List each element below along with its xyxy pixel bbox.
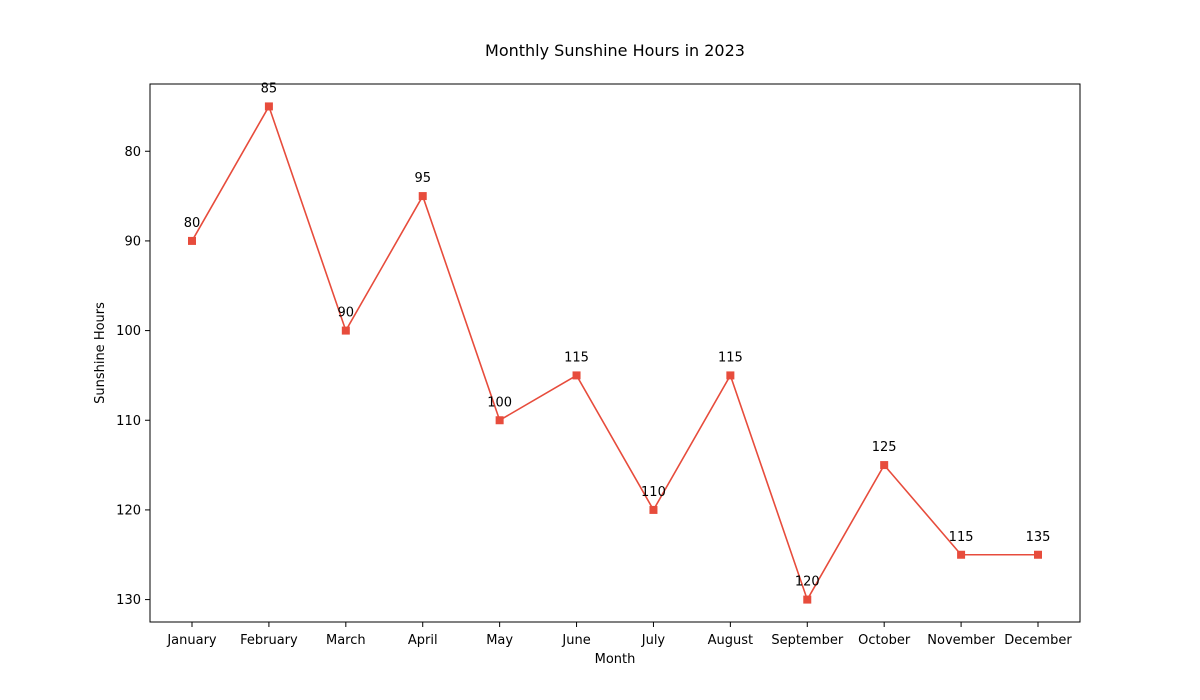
x-tick-label: October (858, 633, 911, 648)
data-label: 135 (1026, 530, 1051, 545)
data-label: 80 (184, 216, 201, 231)
data-label: 85 (261, 81, 278, 96)
data-labels: 80 85 90 95 100 115 110 115 120 125 115 135 (184, 81, 1051, 589)
data-point-marker (572, 371, 581, 380)
x-tick-label: February (240, 633, 298, 648)
data-point-marker (726, 371, 735, 380)
data-point-marker (649, 505, 658, 514)
data-label: 95 (414, 171, 431, 186)
data-point-marker (264, 102, 273, 111)
data-point-marker (341, 326, 350, 335)
data-label: 115 (564, 350, 589, 365)
data-point-marker (803, 595, 812, 604)
series-line (191, 104, 1038, 602)
data-point-marker (495, 416, 504, 425)
x-tick-label: November (927, 633, 995, 648)
data-label: 110 (641, 485, 666, 500)
data-point-marker (957, 550, 966, 559)
x-tick-label: May (486, 633, 513, 648)
data-label: 125 (872, 440, 897, 455)
data-label: 100 (487, 395, 512, 410)
y-axis-ticks: 80 90 100 110 120 130 (116, 145, 150, 608)
data-label: 120 (795, 575, 820, 590)
chart-title: Monthly Sunshine Hours in 2023 (485, 41, 745, 60)
x-tick-label: June (561, 633, 590, 648)
x-tick-label: July (641, 633, 666, 648)
x-tick-label: April (408, 633, 438, 648)
data-point-marker (188, 236, 196, 245)
data-point-marker (418, 192, 427, 201)
data-label: 90 (338, 306, 355, 321)
data-label: 115 (949, 530, 974, 545)
data-label: 115 (718, 350, 743, 365)
x-axis-label: Month (595, 652, 636, 667)
y-tick-label: 110 (116, 414, 141, 429)
x-tick-label: August (708, 633, 754, 648)
x-axis-ticks: January February March April May June July Augu… (166, 622, 1072, 648)
y-tick-label: 130 (116, 593, 141, 608)
series-group (188, 102, 1042, 604)
x-tick-label: September (771, 633, 844, 648)
y-tick-label: 80 (124, 145, 141, 160)
x-tick-label: January (166, 633, 217, 648)
plot-area-frame (149, 83, 1081, 623)
x-tick-label: December (1004, 633, 1072, 648)
y-tick-label: 120 (116, 503, 141, 518)
x-tick-label: March (326, 633, 366, 648)
y-axis-label: Sunshine Hours (93, 302, 108, 404)
data-point-marker (880, 461, 889, 470)
data-point-marker (1034, 550, 1042, 559)
y-tick-label: 90 (124, 234, 141, 249)
y-tick-label: 100 (116, 324, 141, 339)
